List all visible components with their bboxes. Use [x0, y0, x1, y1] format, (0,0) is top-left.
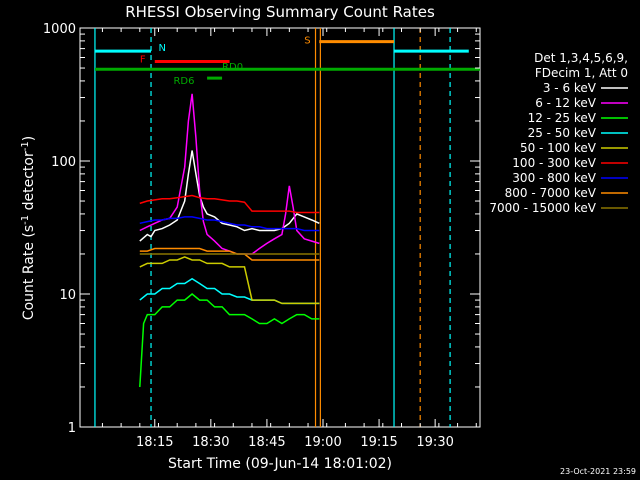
series-line-6 [139, 216, 320, 232]
y-tick-label-3: 1000 [43, 22, 76, 37]
y-axis-ticks: 1 10 100 1000 [43, 22, 480, 436]
flag-label-s: S [304, 35, 310, 46]
legend-label-3: 25 - 50 keV [528, 126, 597, 140]
footer-date: 23-Oct-2021 23:59 [560, 467, 636, 476]
flag-label-f: F [140, 54, 146, 65]
legend-label-2: 12 - 25 keV [528, 111, 597, 125]
series-line-5 [139, 194, 320, 214]
x-axis-label: Start Time (09-Jun-14 18:01:02) [168, 456, 392, 472]
legend-label-5: 100 - 300 keV [512, 156, 596, 170]
legend-header-line-1: Det 1,3,4,5,6,9, [534, 51, 628, 65]
x-tick-label-0: 18:15 [136, 435, 173, 450]
legend-label-1: 6 - 12 keV [535, 96, 597, 110]
y-axis-label: Count Rate (s-1 detector-1) [20, 136, 37, 320]
series-line-0 [139, 150, 320, 242]
x-tick-label-3: 19:00 [304, 435, 341, 450]
legend-header-line-2: FDecim 1, Att 0 [535, 66, 628, 80]
flag-label-rd0: RD0 [222, 62, 243, 73]
series-group [139, 93, 320, 388]
legend-label-7: 800 - 7000 keV [505, 186, 597, 200]
legend-label-6: 300 - 800 keV [512, 171, 596, 185]
series-line-3 [139, 277, 320, 305]
series-line-4 [139, 256, 320, 305]
flag-label-n: N [159, 43, 166, 54]
x-tick-label-1: 18:30 [192, 435, 229, 450]
chart-title: RHESSI Observing Summary Count Rates [125, 3, 435, 21]
legend: Det 1,3,4,5,6,9, FDecim 1, Att 0 3 - 6 k… [489, 51, 628, 215]
series-line-2 [139, 293, 320, 388]
series-line-7 [139, 247, 320, 261]
x-tick-label-5: 19:30 [416, 435, 453, 450]
series-line-1 [139, 93, 320, 255]
y-tick-label-1: 10 [59, 288, 76, 303]
legend-label-0: 3 - 6 keV [543, 81, 597, 95]
y-tick-label-0: 1 [68, 421, 76, 436]
x-tick-label-2: 18:45 [248, 435, 285, 450]
x-tick-label-4: 19:15 [360, 435, 397, 450]
x-axis-ticks: 18:15 18:30 18:45 19:00 19:15 19:30 [101, 28, 477, 450]
flag-bars: N F RD0 RD6 S [94, 35, 480, 87]
instrument-state-lines [94, 28, 451, 427]
legend-label-8: 7000 - 15000 keV [489, 201, 596, 215]
plot-frame [79, 27, 481, 428]
legend-label-4: 50 - 100 keV [520, 141, 597, 155]
y-tick-label-2: 100 [51, 155, 76, 170]
flag-label-rd6: RD6 [173, 76, 194, 87]
